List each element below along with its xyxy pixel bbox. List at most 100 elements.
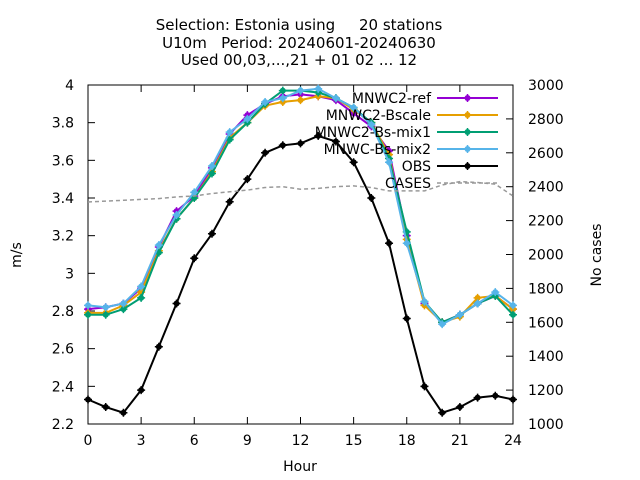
point-cross [420, 297, 429, 306]
x-tick-label: 0 [84, 433, 93, 449]
series-point-2 [101, 310, 110, 319]
point-cross [367, 194, 376, 202]
point-cross [402, 239, 411, 248]
y-tick-label: 3.2 [52, 229, 74, 245]
point-cross [261, 97, 270, 106]
legend-swatch-cross [463, 162, 472, 170]
point-cross [243, 175, 252, 184]
point-cross [296, 96, 305, 105]
series-point-4 [349, 158, 358, 167]
series-point-3 [119, 299, 128, 308]
point-cross [296, 86, 305, 95]
series-point-3 [261, 97, 270, 106]
series-point-4 [101, 403, 110, 412]
point-cross [225, 135, 234, 144]
legend-label: MNWC2-Bs-mix1 [315, 125, 431, 141]
series-point-3 [137, 282, 146, 291]
series-point-1 [296, 96, 305, 105]
point-cross [385, 239, 394, 248]
point-cross [349, 103, 358, 112]
point-cross [225, 128, 234, 137]
series-point-4 [509, 395, 517, 404]
point-cross [491, 391, 500, 400]
series-point-3 [172, 210, 181, 219]
series-point-4 [455, 403, 464, 412]
series-point-4 [172, 299, 181, 308]
point-cross [438, 408, 447, 417]
point-cross [137, 282, 146, 291]
series-point-2 [207, 169, 216, 178]
legend-swatch-cross [463, 128, 472, 136]
point-cross [172, 299, 181, 308]
y-tick-label: 3 [65, 266, 74, 282]
y2-tick-label: 2800 [528, 112, 564, 128]
series-point-3 [296, 86, 305, 95]
series-point-3 [84, 301, 92, 310]
y-tick-label: 2.2 [52, 417, 74, 433]
y-tick-label: 3.4 [52, 191, 74, 207]
y2-tick-label: 1000 [528, 417, 564, 433]
point-cross [154, 342, 163, 351]
point-cross [119, 408, 128, 417]
point-cross [402, 314, 411, 323]
point-cross [278, 94, 287, 103]
title-line-2: U10m Period: 20240601-20240630 [162, 34, 436, 52]
y-tick-label: 2.6 [52, 342, 74, 358]
y2-tick-label: 3000 [528, 78, 564, 94]
series-point-4 [261, 148, 270, 157]
series-point-4 [243, 175, 252, 184]
point-cross [278, 141, 287, 150]
series-point-4 [225, 197, 234, 206]
series-point-3 [154, 241, 163, 250]
series-point-4 [207, 229, 216, 238]
legend-label: OBS [402, 159, 431, 175]
series-point-4 [402, 314, 411, 323]
series-point-3 [438, 320, 447, 329]
y2-tick-label: 1600 [528, 315, 564, 331]
series-point-4 [473, 393, 482, 402]
x-tick-label: 15 [345, 433, 363, 449]
y-tick-label: 2.4 [52, 379, 74, 395]
x-tick-label: 3 [137, 433, 146, 449]
y-tick-label: 3.6 [52, 153, 74, 169]
point-cross [154, 241, 163, 250]
point-cross [207, 229, 216, 238]
title-line-3: Used 00,03,...,21 + 01 02 ... 12 [181, 51, 417, 69]
series-point-4 [296, 139, 305, 148]
x-tick-label: 6 [190, 433, 199, 449]
point-cross [473, 299, 482, 308]
point-cross [207, 161, 216, 170]
point-cross [349, 158, 358, 167]
series-point-4 [84, 395, 92, 404]
series-point-3 [491, 288, 500, 297]
y2-tick-label: 2600 [528, 146, 564, 162]
series-point-4 [367, 194, 376, 202]
y-tick-label: 3.8 [52, 116, 74, 132]
point-cross [455, 403, 464, 412]
point-cross [84, 301, 92, 310]
point-cross [438, 320, 447, 329]
series-point-2 [509, 310, 517, 319]
legend-swatch-cross [463, 94, 472, 102]
chart-title: Selection: Estonia using 20 stations U10… [156, 16, 443, 69]
series-point-4 [331, 137, 340, 146]
series-point-4 [314, 131, 323, 140]
axis-ticks: 0 3 6 9 12 15 18 21 24 2.2 2.4 2.6 2.8 3 3.2 3.4 3.6 3.8 4… [52, 78, 564, 449]
point-cross [455, 310, 464, 319]
series-point-2 [84, 310, 92, 319]
series-point-3 [509, 301, 517, 310]
series-line-4 [87, 134, 514, 414]
point-cross [509, 310, 517, 319]
point-cross [331, 94, 340, 103]
series-point-3 [473, 299, 482, 308]
y2-tick-label: 2000 [528, 248, 564, 264]
series-point-3 [278, 94, 287, 103]
x-tick-label: 9 [243, 433, 252, 449]
y2-tick-label: 1800 [528, 281, 564, 297]
series-point-3 [455, 310, 464, 319]
series-point-3 [225, 128, 234, 137]
series-point-4 [154, 342, 163, 351]
x-tick-label: 21 [451, 433, 469, 449]
point-cross [420, 382, 429, 391]
series-lines [84, 84, 517, 417]
